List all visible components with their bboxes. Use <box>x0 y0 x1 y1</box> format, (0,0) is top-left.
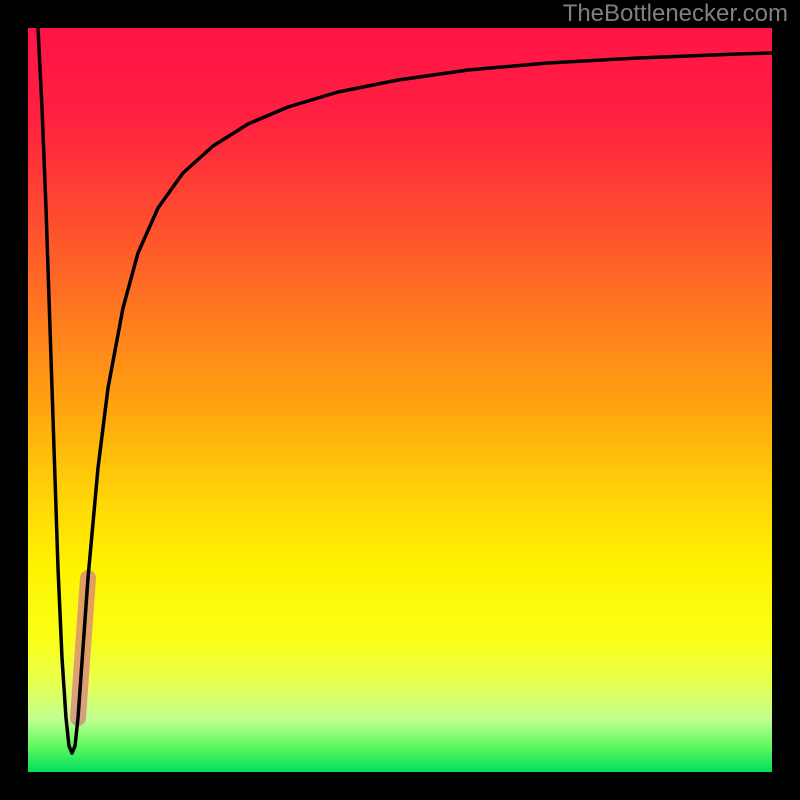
plot-background <box>28 28 772 772</box>
bottleneck-curve-chart <box>0 0 800 800</box>
chart-container: TheBottlenecker.com <box>0 0 800 800</box>
